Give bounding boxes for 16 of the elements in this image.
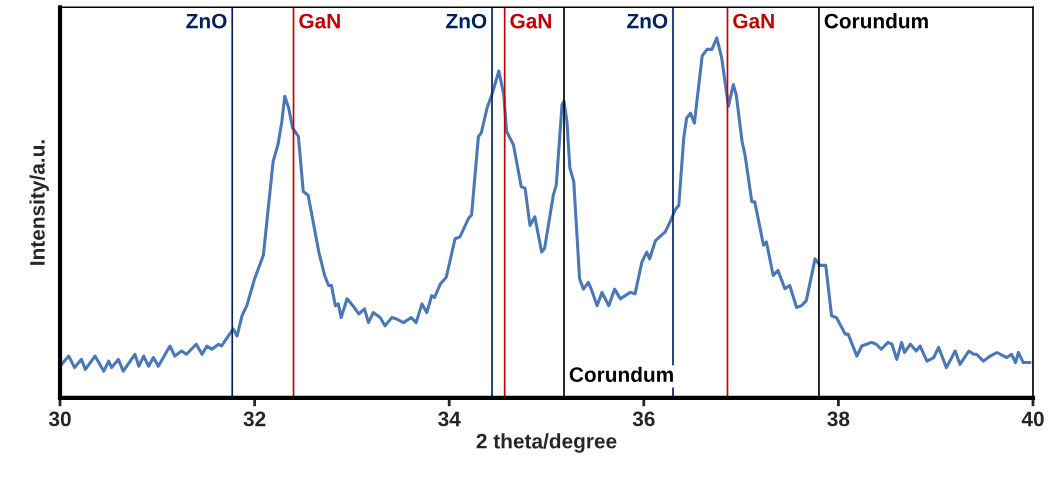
ref-line-label: GaN bbox=[510, 13, 551, 29]
x-tick-label: 38 bbox=[827, 411, 850, 427]
ref-line-label: ZnO bbox=[627, 13, 668, 29]
x-tick-label: 34 bbox=[438, 411, 461, 427]
ref-line-label: ZnO bbox=[186, 13, 227, 29]
x-tick-label: 36 bbox=[632, 411, 655, 427]
x-tick-label: 40 bbox=[1021, 411, 1044, 427]
ref-line-label: GaN bbox=[733, 13, 774, 29]
ref-line-label: GaN bbox=[299, 13, 340, 29]
x-axis-title: 2 theta/degree bbox=[476, 433, 617, 453]
ref-line-label: Corundum bbox=[824, 13, 928, 29]
ref-line-label: Corundum bbox=[569, 366, 673, 383]
y-axis-title: Intensity/a.u. bbox=[29, 140, 49, 265]
x-tick-label: 32 bbox=[243, 411, 266, 427]
ref-line-label: ZnO bbox=[446, 13, 487, 29]
x-tick-label: 30 bbox=[48, 411, 71, 427]
